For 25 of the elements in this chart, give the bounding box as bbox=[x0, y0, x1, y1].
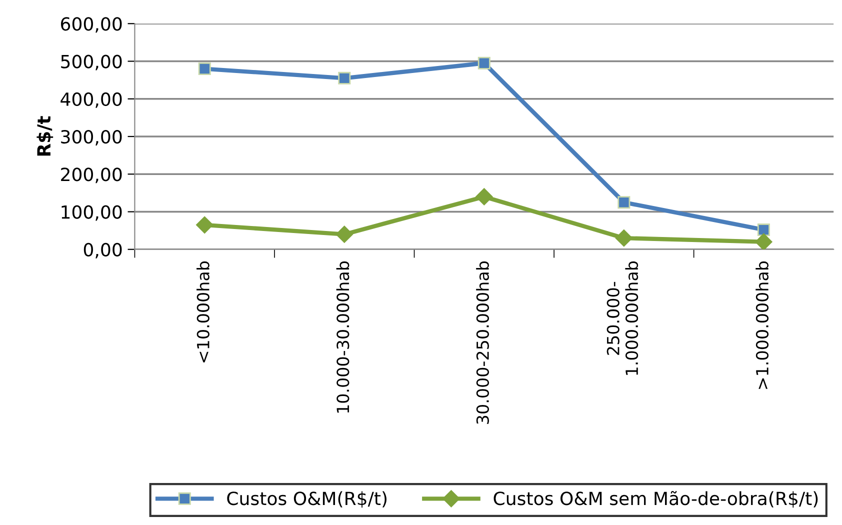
y-tick-label: 600,00 bbox=[61, 17, 122, 33]
x-tick-label: <10.000hab bbox=[196, 261, 210, 362]
point bbox=[476, 188, 493, 206]
point bbox=[618, 196, 630, 209]
y-tick-label: 300,00 bbox=[61, 130, 122, 146]
legend-label: Custos O&M sem Mão-de-obra(R$/t) bbox=[494, 490, 818, 508]
y-tick-label: 200,00 bbox=[61, 168, 122, 184]
point bbox=[196, 216, 214, 234]
x-tick-label: >1.000.000hab bbox=[756, 261, 769, 389]
legend-label: Custos O&M(R$/t) bbox=[227, 491, 386, 508]
point bbox=[478, 56, 490, 70]
y-tick-label: 500,00 bbox=[61, 54, 122, 70]
point bbox=[757, 224, 770, 236]
x-tick-label: 30.000-250.000hab bbox=[476, 261, 489, 424]
y-tick-label: 400,00 bbox=[60, 92, 122, 108]
point bbox=[336, 226, 353, 243]
point bbox=[338, 72, 351, 84]
point bbox=[755, 233, 772, 250]
point bbox=[615, 230, 632, 247]
x-tick-label: 10.000-30.000hab bbox=[336, 261, 350, 413]
y-tick-label: 0,00 bbox=[84, 242, 122, 258]
y-tick-label: 100,00 bbox=[62, 205, 122, 221]
y-axis-title: R$/t bbox=[36, 116, 54, 156]
point bbox=[198, 62, 211, 76]
x-tick-label: 250.000- 1.000.000hab bbox=[606, 261, 638, 375]
